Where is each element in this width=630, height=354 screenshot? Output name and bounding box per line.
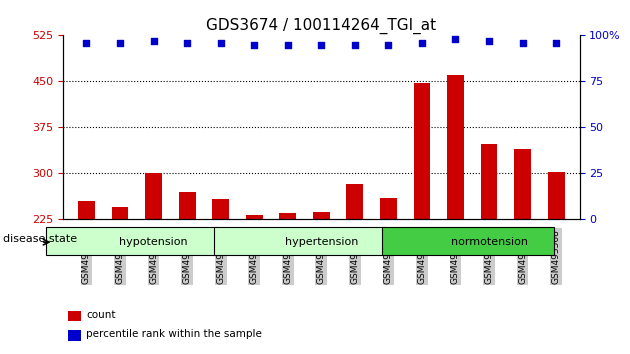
Point	[316, 42, 326, 47]
Text: count: count	[86, 310, 116, 320]
Bar	[346, 184, 364, 219]
Text: percentile rank within the sample: percentile rank within the sample	[86, 329, 262, 339]
Bar	[78, 201, 95, 219]
Point	[350, 42, 360, 47]
Bar	[380, 198, 397, 219]
Bar	[145, 173, 162, 219]
FancyBboxPatch shape	[214, 227, 386, 255]
Point	[149, 38, 159, 44]
Bar	[246, 215, 263, 219]
Point	[450, 36, 461, 42]
Point	[283, 42, 293, 47]
Bar	[112, 207, 129, 219]
Bar	[68, 311, 81, 321]
Point	[215, 40, 226, 46]
Bar	[514, 149, 531, 219]
Bar	[547, 172, 564, 219]
Bar	[481, 144, 498, 219]
Point	[115, 40, 125, 46]
Text: hypertension: hypertension	[285, 237, 358, 247]
Point	[417, 40, 427, 46]
FancyBboxPatch shape	[382, 227, 554, 255]
Bar	[212, 199, 229, 219]
Point	[249, 42, 260, 47]
Title: GDS3674 / 100114264_TGI_at: GDS3674 / 100114264_TGI_at	[206, 18, 437, 34]
FancyBboxPatch shape	[46, 227, 219, 255]
Point	[517, 40, 527, 46]
Point	[383, 42, 393, 47]
Bar	[313, 211, 329, 219]
Point	[81, 40, 91, 46]
Point	[484, 38, 494, 44]
Text: hypotension: hypotension	[119, 237, 188, 247]
Point	[182, 40, 192, 46]
Text: disease state: disease state	[3, 234, 77, 244]
Point	[551, 40, 561, 46]
Text: normotension: normotension	[450, 237, 527, 247]
Bar	[413, 82, 430, 219]
Bar	[179, 192, 195, 219]
Bar	[279, 213, 296, 219]
Bar	[447, 75, 464, 219]
Bar	[68, 330, 81, 341]
